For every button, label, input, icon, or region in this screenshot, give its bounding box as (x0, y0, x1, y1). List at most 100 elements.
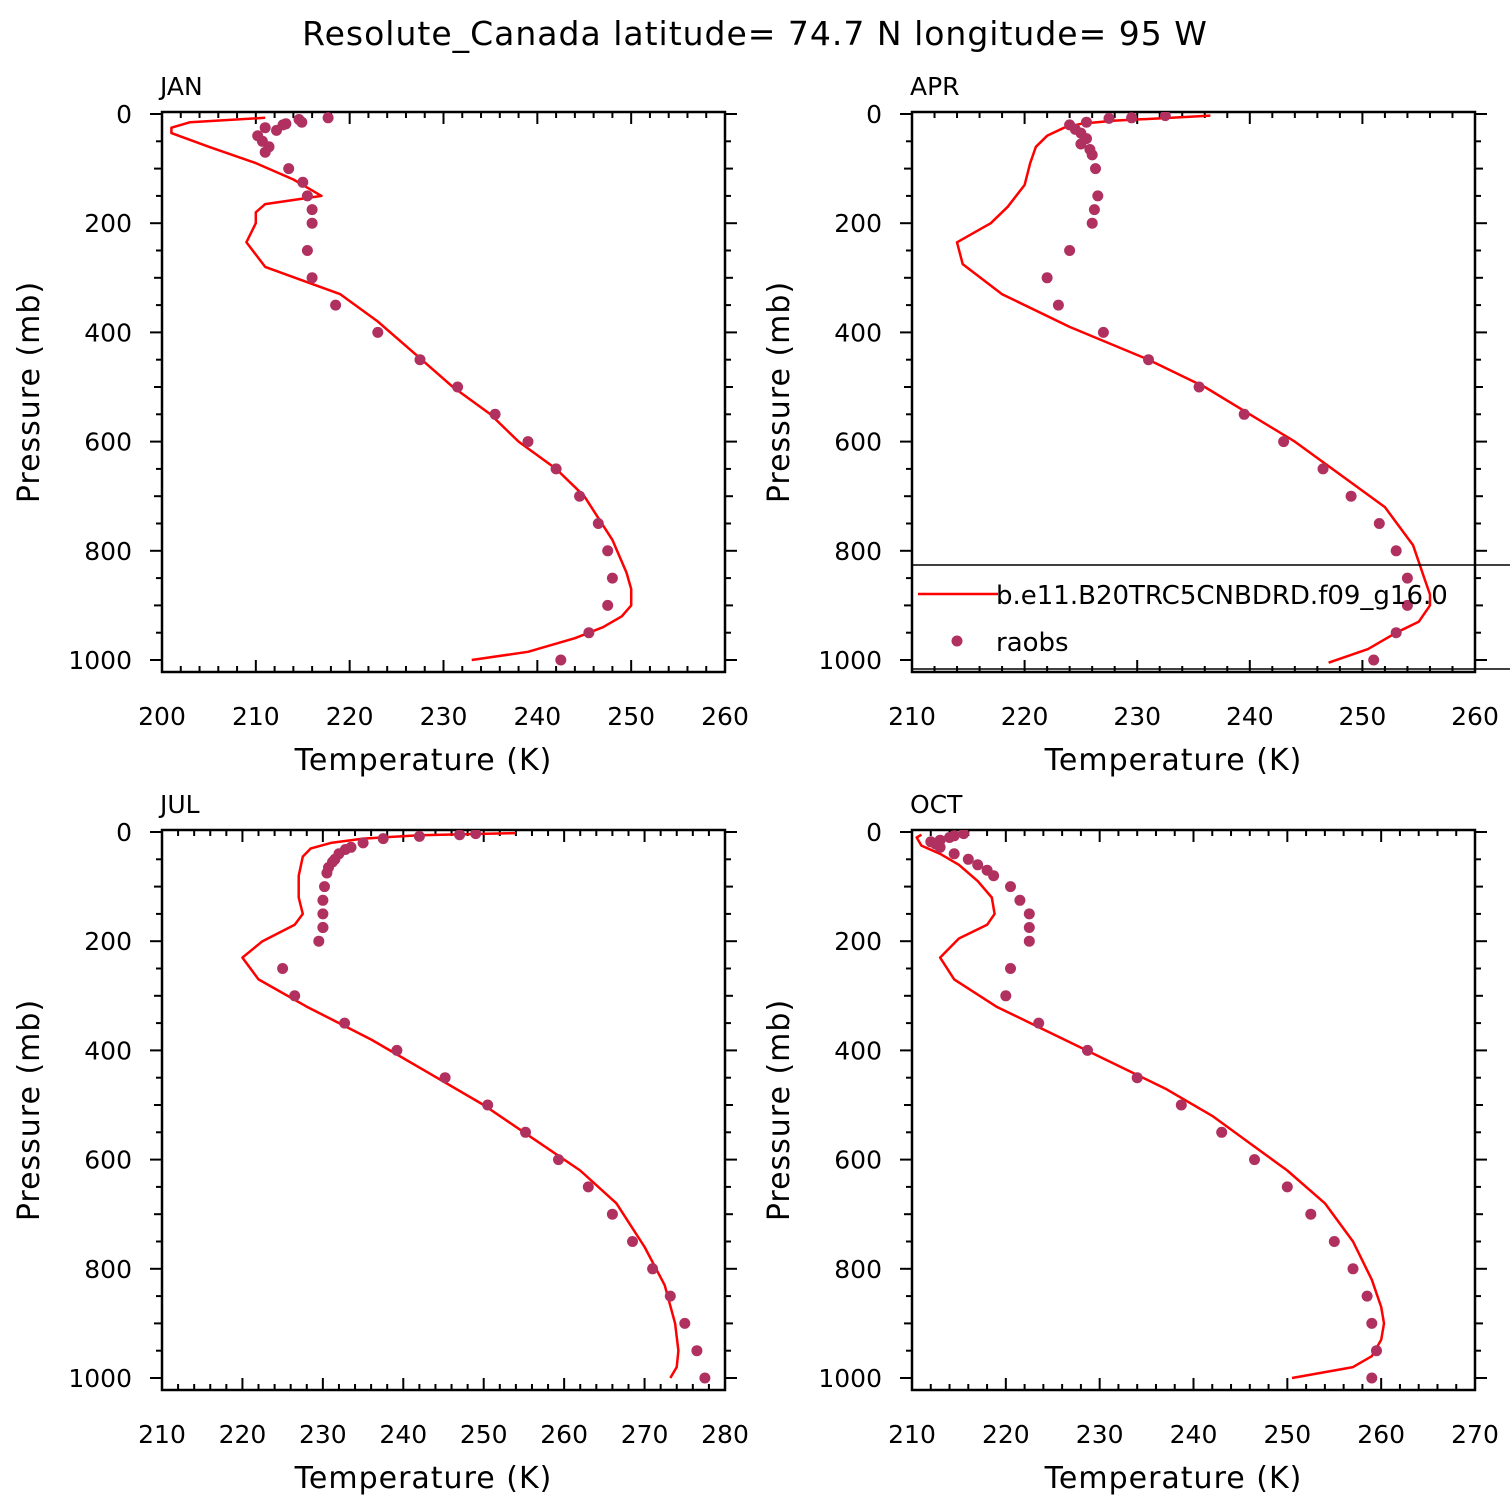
raobs-point (1373, 518, 1385, 529)
x-tick-label: 220 (1001, 702, 1049, 731)
y-tick-label: 600 (834, 1146, 882, 1175)
raobs-point (1159, 112, 1171, 122)
x-tick-label: 230 (299, 1420, 347, 1449)
y-tick-label: 1000 (68, 646, 132, 675)
raobs-point (553, 1154, 564, 1166)
raobs-point (1401, 599, 1413, 611)
raobs-point (583, 627, 595, 639)
raobs-point (1041, 272, 1053, 284)
raobs-point (317, 894, 329, 906)
x-tick-label: 260 (701, 702, 749, 731)
x-tick-label: 260 (1451, 702, 1499, 731)
y-axis-title: Pressure (mb) (12, 999, 47, 1221)
raobs-point (1000, 990, 1012, 1002)
x-tick-label: 250 (1339, 702, 1387, 731)
panel-label: OCT (910, 790, 963, 819)
raobs-point (1126, 112, 1138, 124)
raobs-point (1366, 1317, 1378, 1329)
raobs-point (606, 572, 618, 584)
raobs-point (1033, 1017, 1045, 1029)
x-tick-label: 260 (1357, 1420, 1405, 1449)
raobs-point (1082, 1044, 1093, 1056)
y-axis-title: Pressure (mb) (762, 999, 797, 1221)
raobs-point (647, 1263, 659, 1275)
x-axis-title: Temperature (K) (294, 1461, 553, 1496)
data-layer (955, 112, 1432, 666)
x-tick-label: 240 (1170, 1420, 1218, 1449)
y-tick-label: 1000 (818, 1364, 882, 1393)
raobs-point (283, 163, 295, 175)
raobs-point (948, 848, 960, 860)
raobs-point (944, 832, 955, 843)
y-tick-label: 0 (866, 818, 882, 847)
model-series-line (955, 114, 1432, 664)
raobs-point (1023, 908, 1035, 920)
x-axis-title: Temperature (K) (1044, 743, 1303, 778)
y-tick-label: 1000 (68, 1364, 132, 1393)
y-tick-label: 200 (834, 927, 882, 956)
raobs-point (592, 518, 604, 529)
raobs-point (357, 837, 369, 849)
raobs-point (1103, 112, 1115, 124)
x-tick-label: 210 (232, 702, 280, 731)
raobs-point (1081, 116, 1092, 128)
y-axis-title: Pressure (mb) (12, 281, 47, 503)
x-tick-label: 250 (1263, 1420, 1311, 1449)
raobs-point (1281, 1181, 1293, 1193)
x-tick-label: 240 (513, 702, 561, 731)
raobs-point (271, 124, 282, 136)
y-tick-label: 800 (84, 537, 132, 566)
raobs-point (606, 1208, 618, 1220)
raobs-point (934, 841, 946, 853)
x-tick-label: 250 (607, 702, 655, 731)
raobs-point (1014, 894, 1026, 906)
raobs-point (1361, 1290, 1373, 1302)
raobs-point (339, 1017, 351, 1029)
panel-oct: 210 220 230 240 250 260 270 0 200 400 600 800 1000 Te… (762, 790, 1499, 1496)
raobs-point (664, 1290, 676, 1302)
x-tick-label: 260 (540, 1420, 588, 1449)
x-tick-label: 270 (1451, 1420, 1499, 1449)
raobs-point (297, 176, 309, 188)
x-tick-label: 230 (1076, 1420, 1124, 1449)
raobs-point (1278, 436, 1290, 448)
raobs-point (1005, 963, 1016, 974)
y-tick-label: 600 (84, 1146, 132, 1175)
raobs-point (301, 245, 313, 256)
y-tick-label: 0 (116, 100, 132, 129)
raobs-point (1023, 935, 1035, 947)
raobs-point (330, 299, 342, 311)
panel-apr: 210 220 230 240 250 260 0 200 400 600 800 1000 Tempe… (762, 72, 1499, 778)
raobs-point (958, 830, 970, 840)
raobs-point (574, 490, 586, 502)
raobs-point (1216, 1126, 1228, 1138)
plot-frame (160, 110, 727, 674)
raobs-point (391, 1044, 403, 1056)
raobs-point (1390, 627, 1402, 639)
raobs-point (301, 190, 313, 202)
y-tick-label: 800 (84, 1255, 132, 1284)
plot-frame (910, 828, 1477, 1392)
y-tick-label: 200 (834, 209, 882, 238)
panel-label: JUL (158, 790, 200, 819)
data-layer (170, 112, 633, 666)
panel-jan: 200 210 220 230 240 250 260 0 200 400 600 800 1000 Te… (12, 72, 749, 778)
raobs-point (582, 1181, 594, 1193)
raobs-point (306, 272, 318, 284)
x-axis-title: Temperature (K) (1044, 1461, 1303, 1496)
x-tick-label: 210 (888, 702, 936, 731)
raobs-point (679, 1317, 691, 1329)
raobs-point (522, 436, 534, 448)
y-tick-label: 400 (84, 318, 132, 347)
raobs-point (1347, 1263, 1359, 1275)
x-tick-label: 220 (326, 702, 374, 731)
raobs-point (439, 1072, 451, 1084)
y-tick-label: 400 (84, 1036, 132, 1065)
raobs-point (470, 830, 482, 840)
x-tick-label: 280 (701, 1420, 749, 1449)
raobs-point (1097, 326, 1109, 338)
panel-label: APR (910, 72, 960, 101)
raobs-point (452, 381, 464, 393)
raobs-point (1238, 408, 1250, 420)
